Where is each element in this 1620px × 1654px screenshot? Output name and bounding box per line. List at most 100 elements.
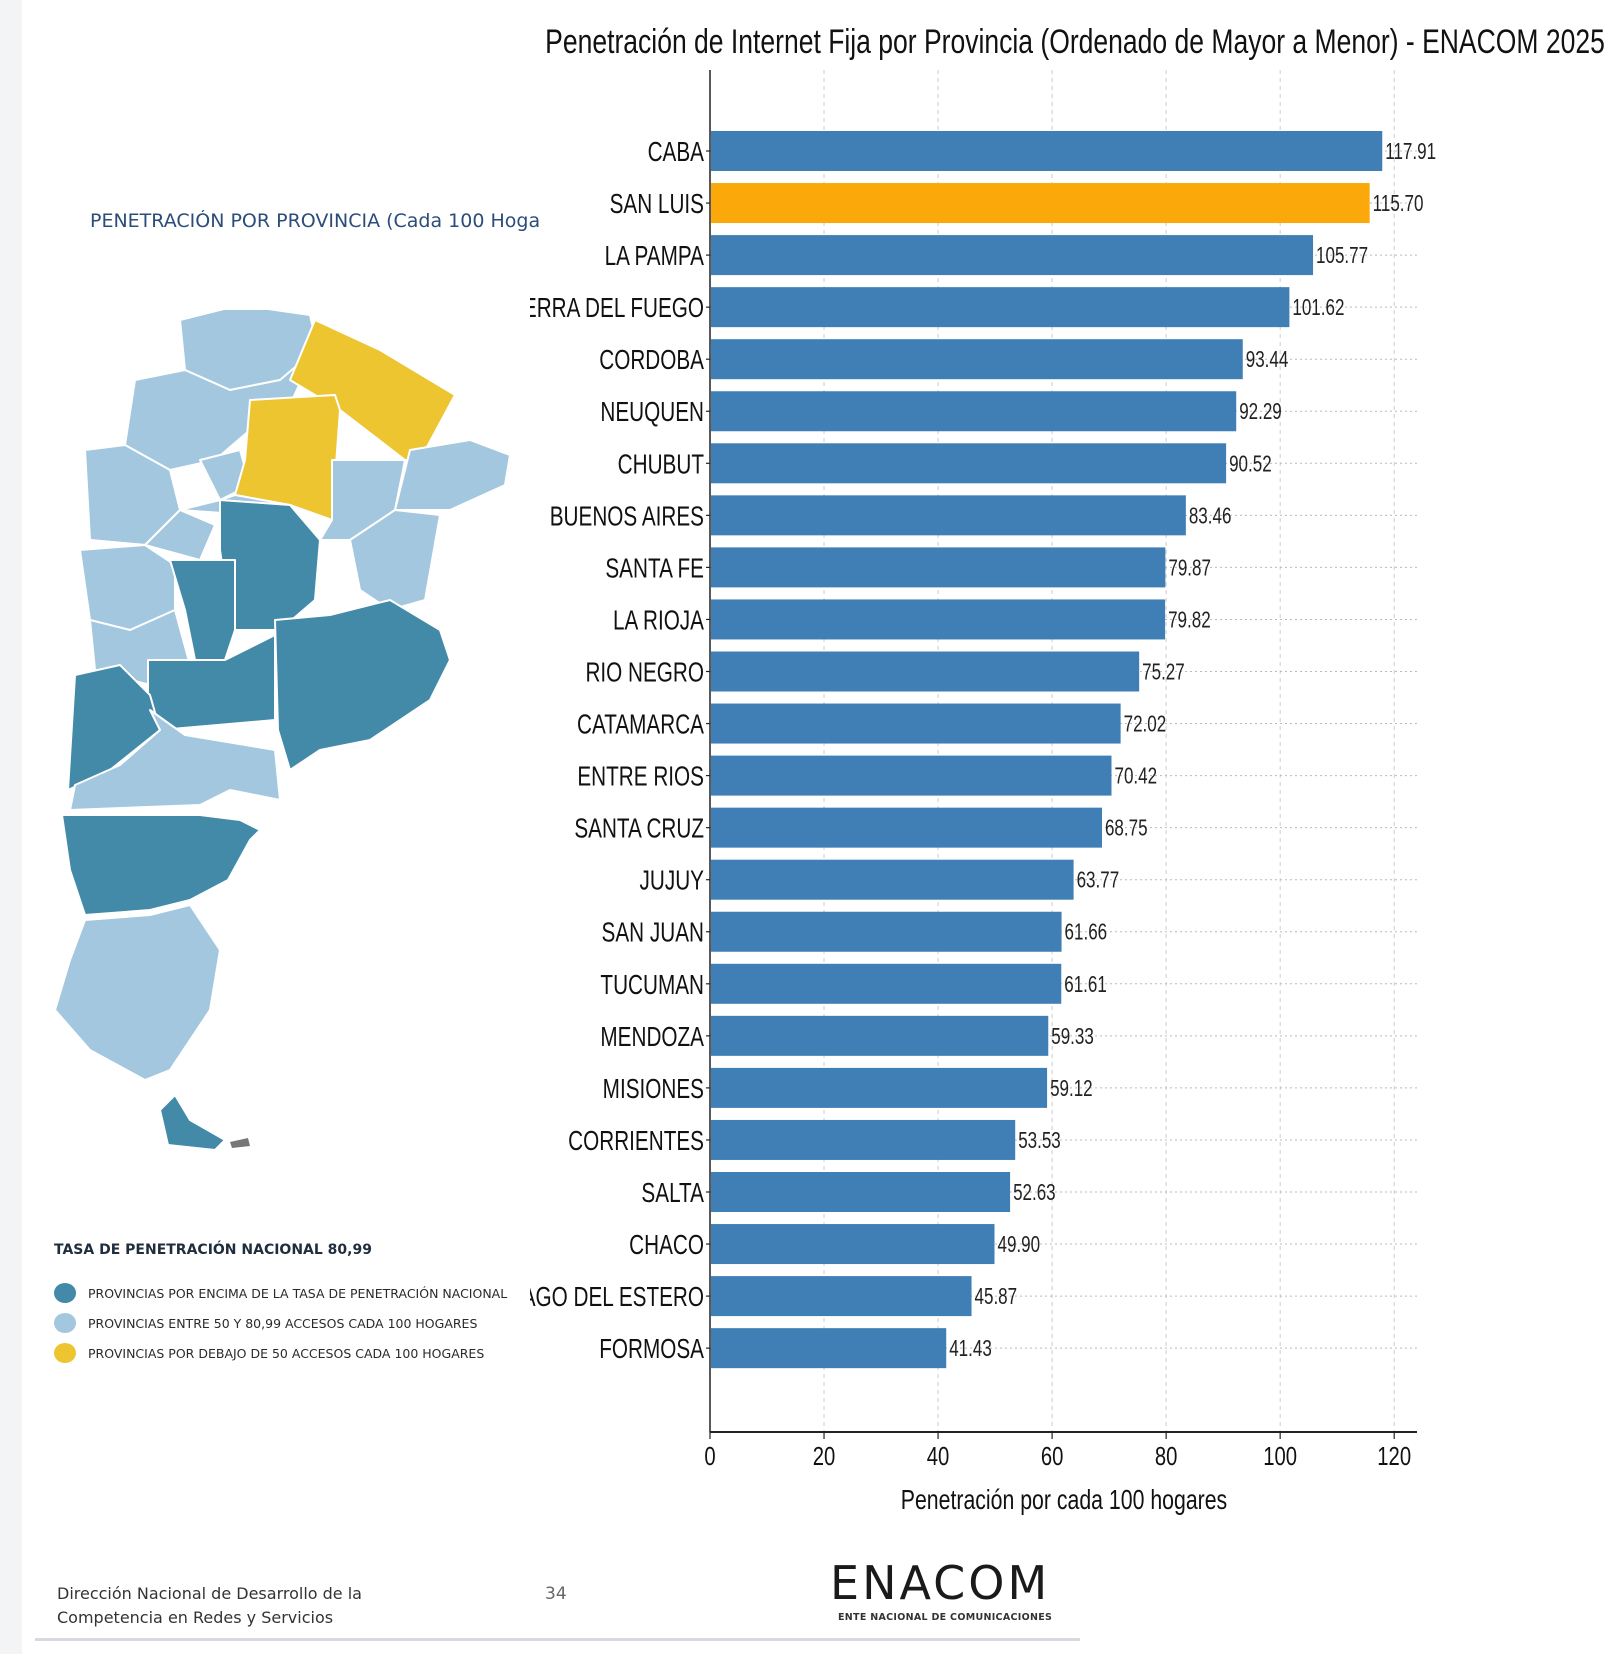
bar-cordoba: [711, 339, 1243, 380]
province-la-pampa: [69, 709, 281, 811]
value-label: 93.44: [1246, 348, 1289, 373]
category-label: LA PAMPA: [605, 241, 705, 272]
x-tick-label: 20: [813, 1442, 836, 1471]
value-label: 70.42: [1115, 764, 1158, 789]
province-tierra-del-fuego: [159, 1094, 226, 1151]
value-label: 92.29: [1239, 400, 1282, 425]
x-axis-label: Penetración por cada 100 hogares: [901, 1484, 1227, 1516]
value-label: 52.63: [1013, 1181, 1056, 1206]
x-tick-label: 0: [704, 1442, 715, 1471]
x-tick-label: 40: [927, 1442, 950, 1471]
bar-corrientes: [711, 1119, 1016, 1160]
page-number: 34: [545, 1584, 567, 1604]
bar-neuquen: [711, 391, 1237, 432]
argentina-map: [54, 310, 511, 1151]
bar-san-juan: [711, 911, 1062, 952]
category-label: TUCUMAN: [600, 970, 704, 1001]
legend-swatch-above: [54, 1283, 76, 1303]
category-label: MENDOZA: [600, 1022, 704, 1053]
category-label: NEUQUEN: [600, 397, 704, 428]
enacom-logo-subtitle: ENTE NACIONAL DE COMUNICACIONES: [838, 1612, 1053, 1623]
category-label: CORDOBA: [599, 345, 704, 376]
bar-santiago-del-estero: [711, 1276, 972, 1317]
value-label: 83.46: [1189, 504, 1232, 529]
value-label: 75.27: [1142, 660, 1185, 685]
value-label: 72.02: [1124, 712, 1167, 737]
x-tick-label: 120: [1377, 1442, 1411, 1471]
province-chubut: [61, 814, 261, 916]
bar-entre-rios: [711, 755, 1112, 796]
value-label: 45.87: [975, 1285, 1018, 1310]
legend-swatch-below: [54, 1343, 76, 1363]
bar-formosa: [711, 1328, 947, 1369]
category-label: SANTA FE: [605, 554, 704, 585]
bar-caba: [711, 131, 1383, 171]
map-title: PENETRACIÓN POR PROVINCIA (Cada 100 Hoga…: [90, 210, 540, 232]
value-label: 61.66: [1065, 920, 1108, 945]
legend-label-below: PROVINCIAS POR DEBAJO DE 50 ACCESOS CADA…: [88, 1345, 485, 1361]
legend-item-above: PROVINCIAS POR ENCIMA DE LA TASA DE PENE…: [54, 1278, 574, 1308]
footer-org-line1: Dirección Nacional de Desarrollo de la: [57, 1584, 362, 1603]
bar-la-rioja: [711, 599, 1166, 640]
value-label: 49.90: [998, 1233, 1041, 1258]
x-tick-label: 60: [1041, 1442, 1064, 1471]
category-label: SANTA CRUZ: [574, 814, 704, 845]
category-label: SAN JUAN: [602, 918, 704, 949]
bar-catamarca: [711, 703, 1121, 744]
value-label: 117.91: [1385, 140, 1436, 165]
page-edge: [0, 0, 22, 1654]
value-label: 59.33: [1051, 1025, 1094, 1050]
bar-chaco: [711, 1224, 995, 1265]
category-label: CHACO: [629, 1230, 704, 1261]
map-legend: TASA DE PENETRACIÓN NACIONAL 80,99 PROVI…: [54, 1242, 574, 1368]
category-label: TIERRA DEL FUEGO: [530, 293, 704, 324]
province-santa-cruz: [54, 904, 221, 1081]
value-label: 115.70: [1373, 192, 1424, 217]
bottom-divider: [35, 1638, 1080, 1641]
chart-title: Penetración de Internet Fija por Provinc…: [545, 23, 1605, 61]
value-label: 90.52: [1229, 452, 1272, 477]
bar-rio-negro: [711, 651, 1140, 692]
category-label: RIO NEGRO: [585, 658, 704, 689]
x-tick-label: 100: [1263, 1442, 1297, 1471]
value-label: 61.61: [1064, 972, 1107, 997]
bar-jujuy: [711, 859, 1074, 900]
category-label: CATAMARCA: [577, 710, 704, 741]
category-label: JUJUY: [640, 866, 704, 897]
category-label: ENTRE RIOS: [577, 762, 704, 793]
islands: [230, 1138, 250, 1148]
penetration-bar-chart: Penetración de Internet Fija por Provinc…: [530, 23, 1605, 1516]
legend-item-below: PROVINCIAS POR DEBAJO DE 50 ACCESOS CADA…: [54, 1338, 574, 1368]
bar-santa-cruz: [711, 807, 1102, 848]
value-label: 68.75: [1105, 816, 1148, 841]
province-chaco: [234, 394, 341, 521]
category-label: LA RIOJA: [613, 606, 704, 637]
bar-tucuman: [711, 963, 1062, 1004]
bar-san-luis: [711, 183, 1370, 224]
bar-santa-fe: [711, 547, 1166, 588]
province-misiones: [394, 439, 511, 511]
footer-org-line2: Competencia en Redes y Servicios: [57, 1608, 334, 1627]
legend-label-between: PROVINCIAS ENTRE 50 Y 80,99 ACCESOS CADA…: [88, 1315, 478, 1331]
x-tick-label: 80: [1155, 1442, 1178, 1471]
legend-swatch-between: [54, 1313, 76, 1333]
value-label: 41.43: [949, 1337, 992, 1362]
bar-chubut: [711, 443, 1227, 484]
category-label: SANTIAGO DEL ESTERO: [530, 1282, 704, 1313]
province-buenos-aires: [274, 599, 451, 771]
bar-la-pampa: [711, 235, 1314, 276]
value-label: 79.87: [1168, 556, 1211, 581]
province-entre-rios: [349, 509, 441, 611]
legend-label-above: PROVINCIAS POR ENCIMA DE LA TASA DE PENE…: [88, 1285, 508, 1301]
bar-mendoza: [711, 1015, 1049, 1056]
value-label: 59.12: [1050, 1077, 1093, 1102]
category-label: CHUBUT: [618, 449, 704, 480]
bar-tierra-del-fuego: [711, 287, 1290, 328]
footer-organization: Dirección Nacional de Desarrollo de la C…: [57, 1582, 477, 1630]
category-label: SALTA: [641, 1178, 704, 1209]
category-label: CABA: [648, 137, 705, 168]
category-label: FORMOSA: [599, 1334, 704, 1365]
category-label: SAN LUIS: [610, 189, 704, 220]
value-label: 105.77: [1316, 244, 1368, 269]
